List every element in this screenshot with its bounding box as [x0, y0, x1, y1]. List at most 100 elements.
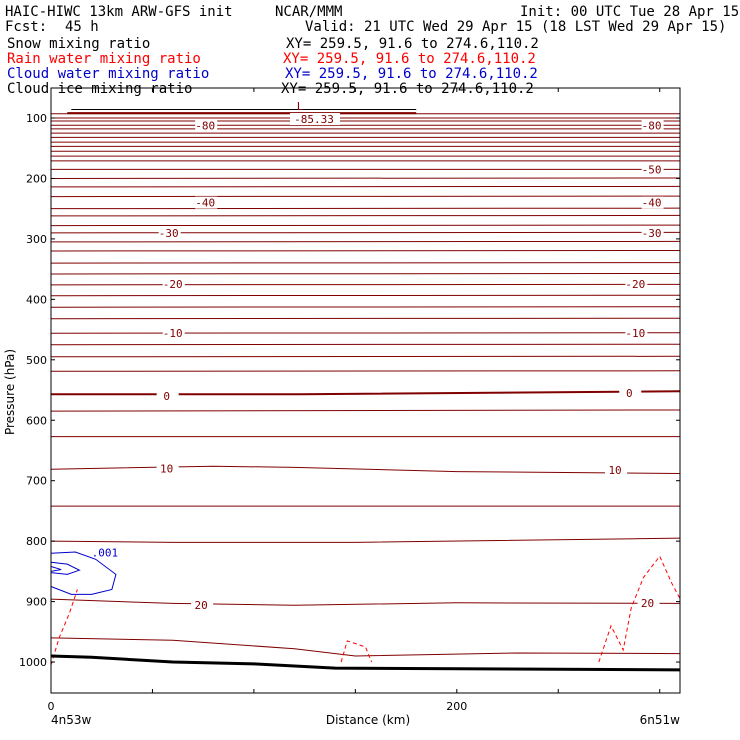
- label-mask: [195, 196, 218, 209]
- y-tick-label: 900: [26, 596, 47, 609]
- label-mask: [619, 387, 642, 400]
- temperature-contour-line: [50, 537, 681, 543]
- temperature-contour-line: [50, 283, 681, 286]
- temperature-contour-label: -30: [159, 227, 179, 240]
- forecast-value: 45 h: [65, 19, 99, 35]
- x-axis-label: Distance (km): [326, 713, 410, 727]
- contour-labels: -80 -80 -50 -40 -40 -30 -30 -20 -20 -10 -10 0 0 10 10 2…: [156, 100, 664, 612]
- low-center-value: -85.33: [294, 113, 334, 126]
- y-tick-label: 800: [26, 535, 47, 548]
- field-xy-cloud-ice: XY= 259.5, 91.6 to 274.6,110.2: [281, 81, 534, 97]
- y-tick-label: 600: [26, 414, 47, 427]
- temperature-contour-label: -50: [642, 163, 662, 176]
- temperature-contour-label: -80: [642, 119, 662, 132]
- temperature-contour-line: [50, 637, 681, 657]
- temperature-contour-label: -30: [642, 227, 662, 240]
- label-mask: [641, 119, 664, 132]
- temperature-contour-line: [50, 332, 681, 334]
- rain-water-contour: [340, 640, 373, 663]
- y-tick-label: 400: [26, 293, 47, 306]
- temperature-contour-label: 0: [163, 390, 170, 403]
- temperature-contour-label: -40: [642, 197, 662, 210]
- field-name-cloud-water: Cloud water mixing ratio: [7, 66, 209, 82]
- label-mask: [191, 599, 214, 612]
- temperature-contour-label: -10: [625, 327, 645, 340]
- rain-water-contours: [50, 555, 681, 666]
- freezing-level-contour: [51, 390, 681, 396]
- label-mask: [156, 390, 179, 403]
- temperature-contour-line: [50, 185, 681, 188]
- temperature-contour-line: [50, 177, 681, 179]
- field-name-snow: Snow mixing ratio: [7, 36, 150, 52]
- label-mask: [156, 462, 179, 475]
- title-center: NCAR/MMM: [275, 4, 342, 20]
- x-tick-label: 0: [48, 700, 55, 713]
- label-mask: [158, 226, 181, 239]
- temperature-contour-label: 0: [626, 387, 633, 400]
- y-tick-label: 700: [26, 475, 47, 488]
- y-tick-label: 300: [26, 233, 47, 246]
- temperature-contour-label: -40: [195, 197, 215, 210]
- plot-frame: [50, 87, 681, 694]
- rain-water-contour: [598, 555, 681, 663]
- cloud-water-contours: .001: [50, 546, 119, 595]
- temperature-contour-line: [50, 306, 681, 308]
- label-mask: [637, 596, 660, 609]
- label-mask: [641, 196, 664, 209]
- temperature-contour-line: [50, 370, 681, 372]
- label-mask: [162, 327, 185, 340]
- cloud-water-contour: [50, 551, 117, 595]
- label-mask: [290, 113, 340, 125]
- temperature-contour-line: [50, 272, 681, 275]
- corner-label-right: 6n51w: [640, 713, 681, 727]
- temperature-contour-line: [50, 249, 681, 252]
- field-xy-rain: XY= 259.5, 91.6 to 274.6,110.2: [283, 51, 536, 67]
- x-tick-label: 200: [446, 700, 467, 713]
- temperature-contour-line: [50, 240, 681, 243]
- field-xy-snow: XY= 259.5, 91.6 to 274.6,110.2: [286, 36, 539, 52]
- field-name-cloud-ice: Cloud ice mixing ratio: [7, 81, 192, 97]
- label-mask: [195, 119, 218, 132]
- cloud-water-label: .001: [92, 546, 119, 559]
- forecast-label: Fcst:: [5, 19, 47, 35]
- temperature-contour-line: [50, 409, 681, 412]
- label-mask: [625, 278, 648, 291]
- temperature-contour-line: [50, 195, 681, 198]
- temperature-contour-line: [50, 214, 681, 217]
- temperature-contour-label: 10: [160, 463, 173, 476]
- temperature-contour-label: -10: [163, 327, 183, 340]
- temperature-contour-line: [50, 343, 681, 346]
- label-mask: [162, 278, 185, 291]
- temperature-contours: [50, 109, 681, 657]
- title-left: HAIC-HIWC 13km ARW-GFS init: [5, 4, 233, 20]
- terrain-line: [50, 654, 681, 672]
- field-name-rain: Rain water mixing ratio: [7, 51, 201, 67]
- terrain-profile: [50, 654, 681, 672]
- rain-water-contour: [50, 589, 78, 666]
- temperature-contour-line: [50, 465, 681, 474]
- temperature-contour-label: 10: [608, 464, 621, 477]
- corner-label-left: 4n53w: [51, 713, 92, 727]
- temperature-contour-line: [50, 317, 681, 320]
- cloud-water-contour: [50, 561, 81, 575]
- temperature-contour-line: [50, 231, 681, 234]
- cloud-water-contour: [50, 566, 62, 572]
- temperature-contour-label: -20: [163, 278, 183, 291]
- low-center-symbol: L: [297, 100, 304, 113]
- init-time: Init: 00 UTC Tue 28 Apr 15: [520, 4, 739, 20]
- temperature-contour-label: 20: [641, 597, 654, 610]
- temperature-contour-line: [50, 355, 681, 358]
- temperature-contour-line: [50, 598, 681, 606]
- y-tick-label: 500: [26, 354, 47, 367]
- valid-time: Valid: 21 UTC Wed 29 Apr 15 (18 LST Wed …: [305, 19, 726, 35]
- temperature-contour-line: [50, 207, 681, 210]
- temperature-contour-label: -80: [195, 119, 215, 132]
- temperature-contour-label: 20: [195, 599, 208, 612]
- label-mask: [641, 163, 664, 176]
- y-tick-label: 1000: [19, 656, 47, 669]
- temperature-contour-line: [50, 224, 681, 227]
- temperature-contour-line: [50, 262, 681, 264]
- label-mask: [641, 226, 664, 239]
